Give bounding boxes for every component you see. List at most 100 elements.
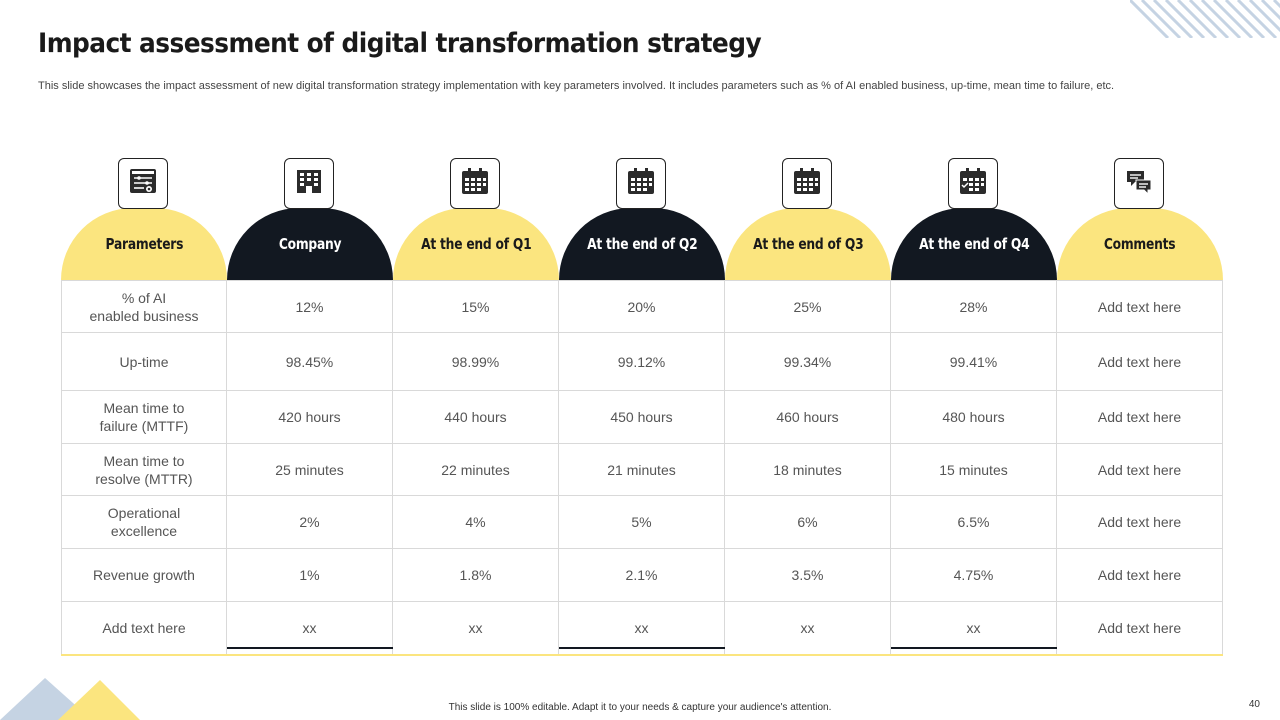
parameter-cell: Up-time: [61, 333, 227, 390]
value-cell: 2%: [227, 496, 393, 548]
impact-table: Parameters Company At the end of Q1 At the …: [61, 158, 1223, 656]
comment-cell: Add text here: [1057, 391, 1223, 443]
value-cell: 20%: [559, 281, 725, 332]
value-cell: 2.1%: [559, 549, 725, 601]
value-cell: 420 hours: [227, 391, 393, 443]
table-header: Parameters Company At the end of Q1 At the …: [61, 158, 1223, 280]
column-header: Comments: [1057, 158, 1223, 280]
comment-cell: Add text here: [1057, 549, 1223, 601]
header-dome: Company: [227, 208, 393, 280]
header-dome: At the end of Q3: [725, 208, 891, 280]
header-dome: Parameters: [61, 208, 227, 280]
value-cell: 99.41%: [891, 333, 1057, 390]
value-cell: 480 hours: [891, 391, 1057, 443]
column-header-label: Company: [278, 235, 342, 253]
parameter-cell: Mean time to failure (MTTF): [61, 391, 227, 443]
table-row: % of AI enabled business 12% 15% 20% 25% 28% A…: [61, 280, 1223, 332]
decorative-triangles: [0, 678, 140, 720]
value-cell: 4%: [393, 496, 559, 548]
value-cell: 1%: [227, 549, 393, 601]
value-cell: 15%: [393, 281, 559, 332]
calendar-icon-box: [616, 158, 666, 209]
column-header: At the end of Q2: [559, 158, 725, 280]
table-row: Mean time to resolve (MTTR) 25 minutes 22 …: [61, 443, 1223, 495]
value-cell: xx: [227, 602, 393, 654]
dashboard-icon-box: [118, 158, 168, 209]
column-header-label: At the end of Q1: [420, 235, 532, 253]
table-row: Add text here xx xx xx xx xx Add text here: [61, 601, 1223, 654]
value-cell: 460 hours: [725, 391, 891, 443]
value-cell: 21 minutes: [559, 444, 725, 495]
dark-column-underline: [559, 647, 725, 649]
value-cell: 1.8%: [393, 549, 559, 601]
dark-column-underline: [891, 647, 1057, 649]
value-cell: 12%: [227, 281, 393, 332]
parameter-cell: Mean time to resolve (MTTR): [61, 444, 227, 495]
calendar-icon-box: [450, 158, 500, 209]
value-cell: 25%: [725, 281, 891, 332]
table-row: Mean time to failure (MTTF) 420 hours 440 …: [61, 390, 1223, 443]
calendar-icon: [792, 166, 822, 201]
calendar-check-icon: [958, 166, 988, 201]
chat-icon-box: [1114, 158, 1164, 209]
calendar-icon: [626, 166, 656, 201]
header-dome: At the end of Q2: [559, 208, 725, 280]
column-header-label: Comments: [1104, 235, 1176, 253]
table-row: Up-time 98.45% 98.99% 99.12% 99.34% 99.41% Add…: [61, 332, 1223, 390]
value-cell: 98.99%: [393, 333, 559, 390]
page-number: 40: [1248, 699, 1260, 710]
value-cell: 99.12%: [559, 333, 725, 390]
building-icon: [294, 166, 324, 201]
value-cell: xx: [891, 602, 1057, 654]
dark-column-underline: [227, 647, 393, 649]
building-icon-box: [284, 158, 334, 209]
calendar-icon: [460, 166, 490, 201]
value-cell: 18 minutes: [725, 444, 891, 495]
page-subtitle: This slide showcases the impact assessme…: [38, 80, 1115, 92]
value-cell: 15 minutes: [891, 444, 1057, 495]
value-cell: 6%: [725, 496, 891, 548]
value-cell: 4.75%: [891, 549, 1057, 601]
comment-cell: Add text here: [1057, 496, 1223, 548]
value-cell: 25 minutes: [227, 444, 393, 495]
column-header-label: At the end of Q4: [918, 235, 1030, 253]
column-header-label: At the end of Q3: [752, 235, 864, 253]
table-row: Operational excellence 2% 4% 5% 6% 6.5% Add te…: [61, 495, 1223, 548]
calendar-check-icon-box: [948, 158, 998, 209]
value-cell: 440 hours: [393, 391, 559, 443]
value-cell: 28%: [891, 281, 1057, 332]
value-cell: 5%: [559, 496, 725, 548]
comment-cell: Add text here: [1057, 444, 1223, 495]
value-cell: 3.5%: [725, 549, 891, 601]
value-cell: 450 hours: [559, 391, 725, 443]
parameter-cell: Revenue growth: [61, 549, 227, 601]
value-cell: 6.5%: [891, 496, 1057, 548]
comment-cell: Add text here: [1057, 281, 1223, 332]
comment-cell: Add text here: [1057, 602, 1223, 654]
header-dome: Comments: [1057, 208, 1223, 280]
column-header: At the end of Q1: [393, 158, 559, 280]
value-cell: 99.34%: [725, 333, 891, 390]
decorative-stripes: [1130, 0, 1280, 38]
parameter-cell: Operational excellence: [61, 496, 227, 548]
parameter-cell: % of AI enabled business: [61, 281, 227, 332]
calendar-icon-box: [782, 158, 832, 209]
column-header: Parameters: [61, 158, 227, 280]
column-header: Company: [227, 158, 393, 280]
value-cell: xx: [725, 602, 891, 654]
value-cell: 22 minutes: [393, 444, 559, 495]
value-cell: xx: [393, 602, 559, 654]
column-header-label: At the end of Q2: [586, 235, 698, 253]
footer-note: This slide is 100% editable. Adapt it to…: [448, 702, 832, 713]
value-cell: 98.45%: [227, 333, 393, 390]
column-header-label: Parameters: [105, 235, 183, 253]
column-header: At the end of Q3: [725, 158, 891, 280]
value-cell: xx: [559, 602, 725, 654]
page-title: Impact assessment of digital transformat…: [38, 28, 762, 59]
comment-cell: Add text here: [1057, 333, 1223, 390]
header-dome: At the end of Q4: [891, 208, 1057, 280]
table-row: Revenue growth 1% 1.8% 2.1% 3.5% 4.75% Add tex…: [61, 548, 1223, 601]
table-body: % of AI enabled business 12% 15% 20% 25% 28% A…: [61, 280, 1223, 656]
parameter-cell: Add text here: [61, 602, 227, 654]
header-dome: At the end of Q1: [393, 208, 559, 280]
